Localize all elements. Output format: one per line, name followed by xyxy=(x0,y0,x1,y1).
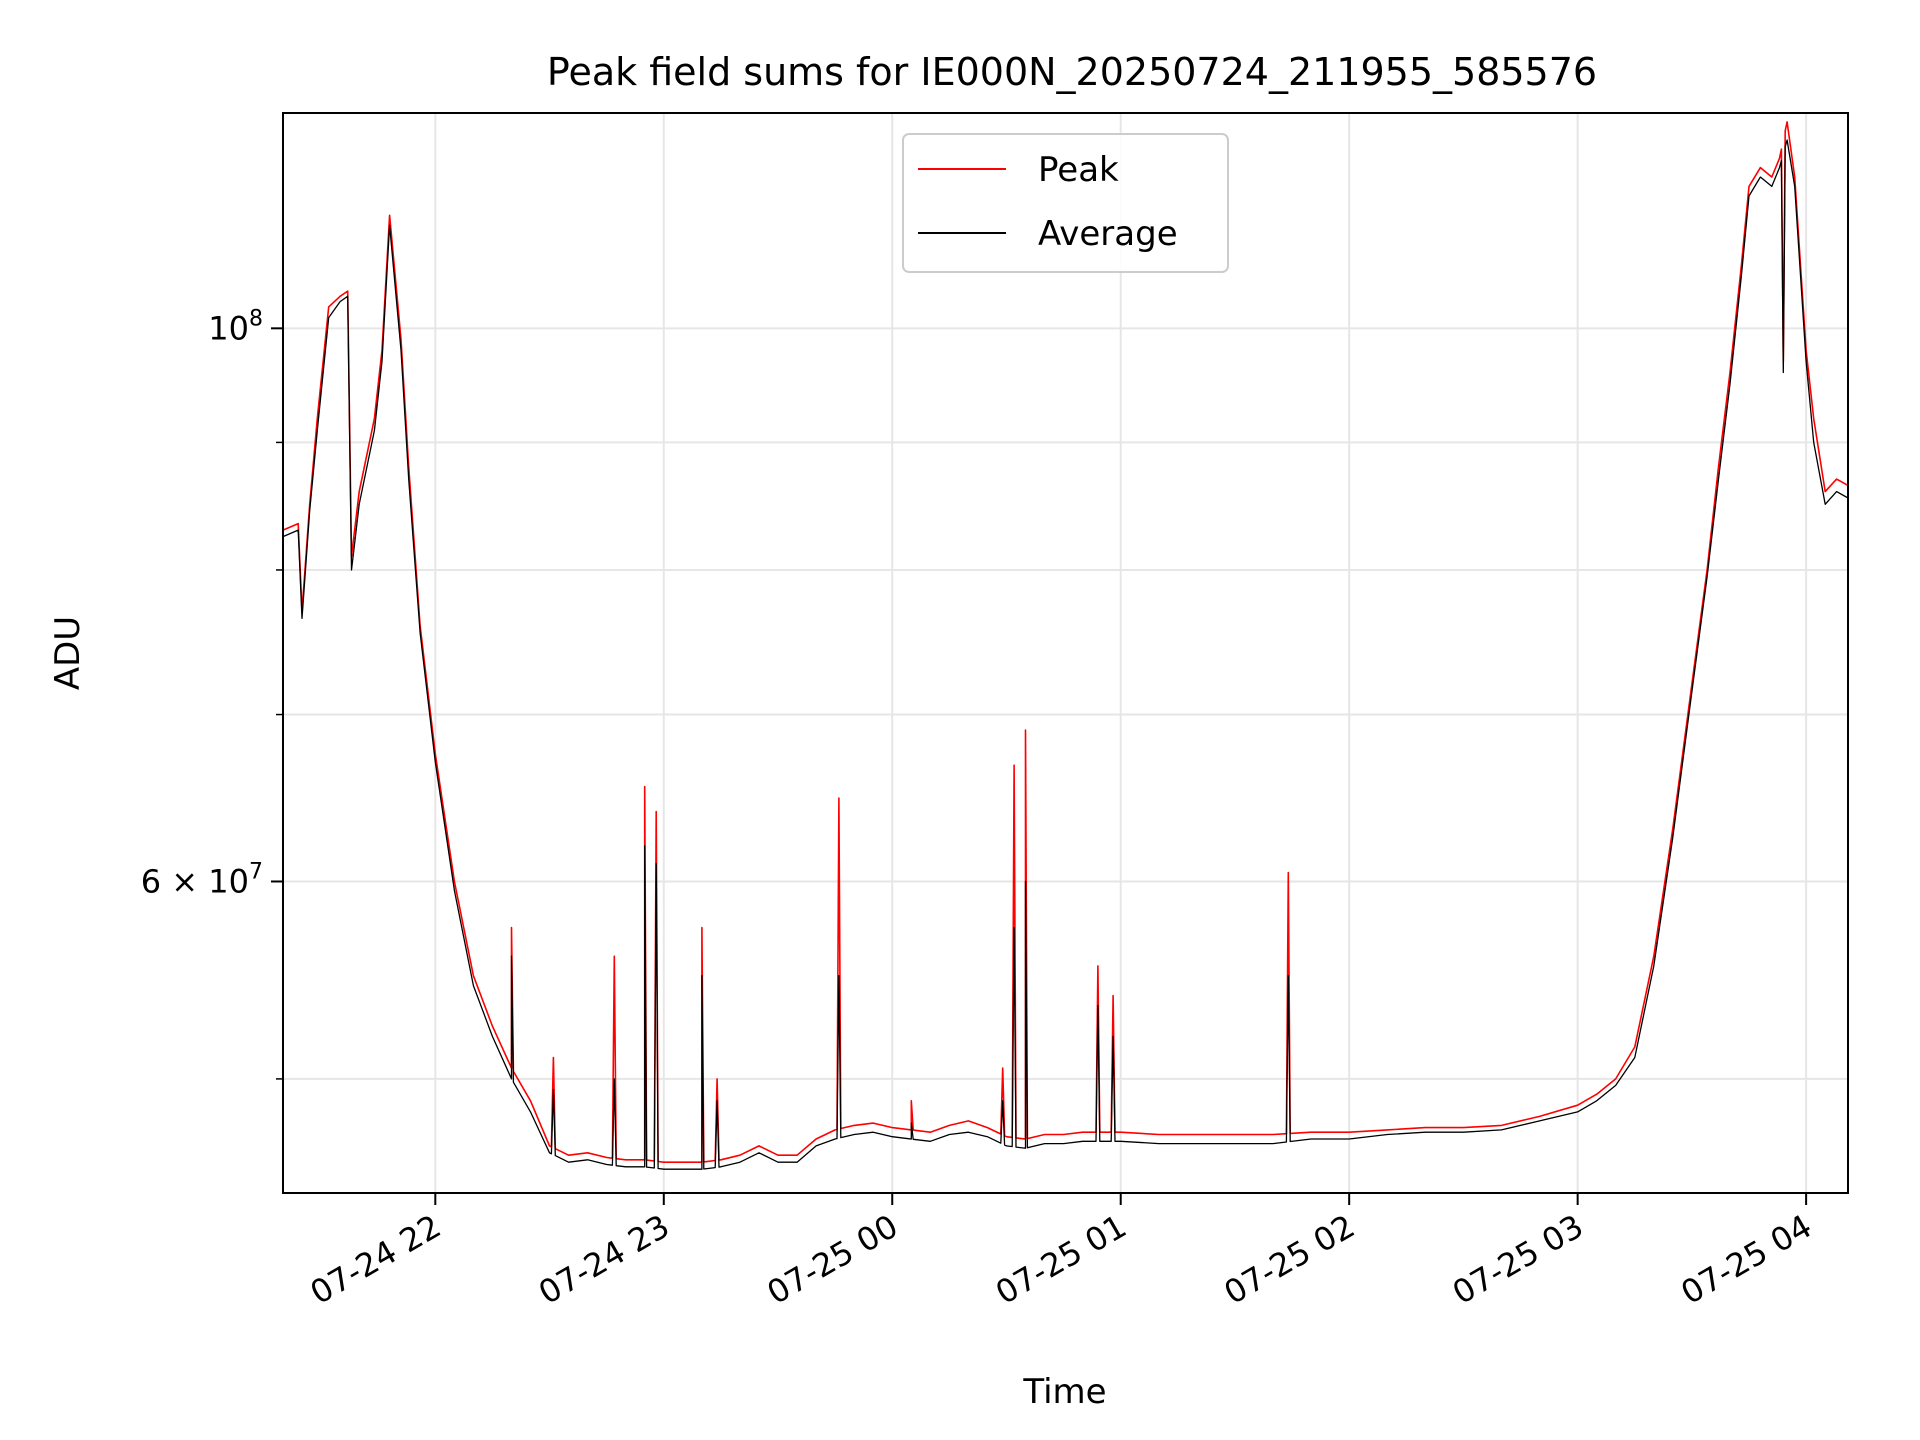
chart-title: Peak field sums for IE000N_20250724_2119… xyxy=(547,50,1597,94)
x-axis-label: Time xyxy=(1022,1372,1106,1412)
plot-frame xyxy=(282,112,1849,1194)
series-line-average xyxy=(282,139,1849,1170)
y-tick-label: 108 xyxy=(208,306,263,347)
y-axis: 108 6 × 107 xyxy=(141,306,283,1080)
y-axis-label: ADU xyxy=(48,616,88,690)
series-line-peak xyxy=(282,121,1849,1163)
legend: Peak Average xyxy=(902,133,1229,273)
legend-label-average: Average xyxy=(1038,214,1178,254)
legend-label-peak: Peak xyxy=(1038,150,1119,190)
grid-lines xyxy=(283,113,1848,1193)
plot-lines xyxy=(282,121,1849,1170)
y-tick-label: 6 × 107 xyxy=(141,859,263,900)
